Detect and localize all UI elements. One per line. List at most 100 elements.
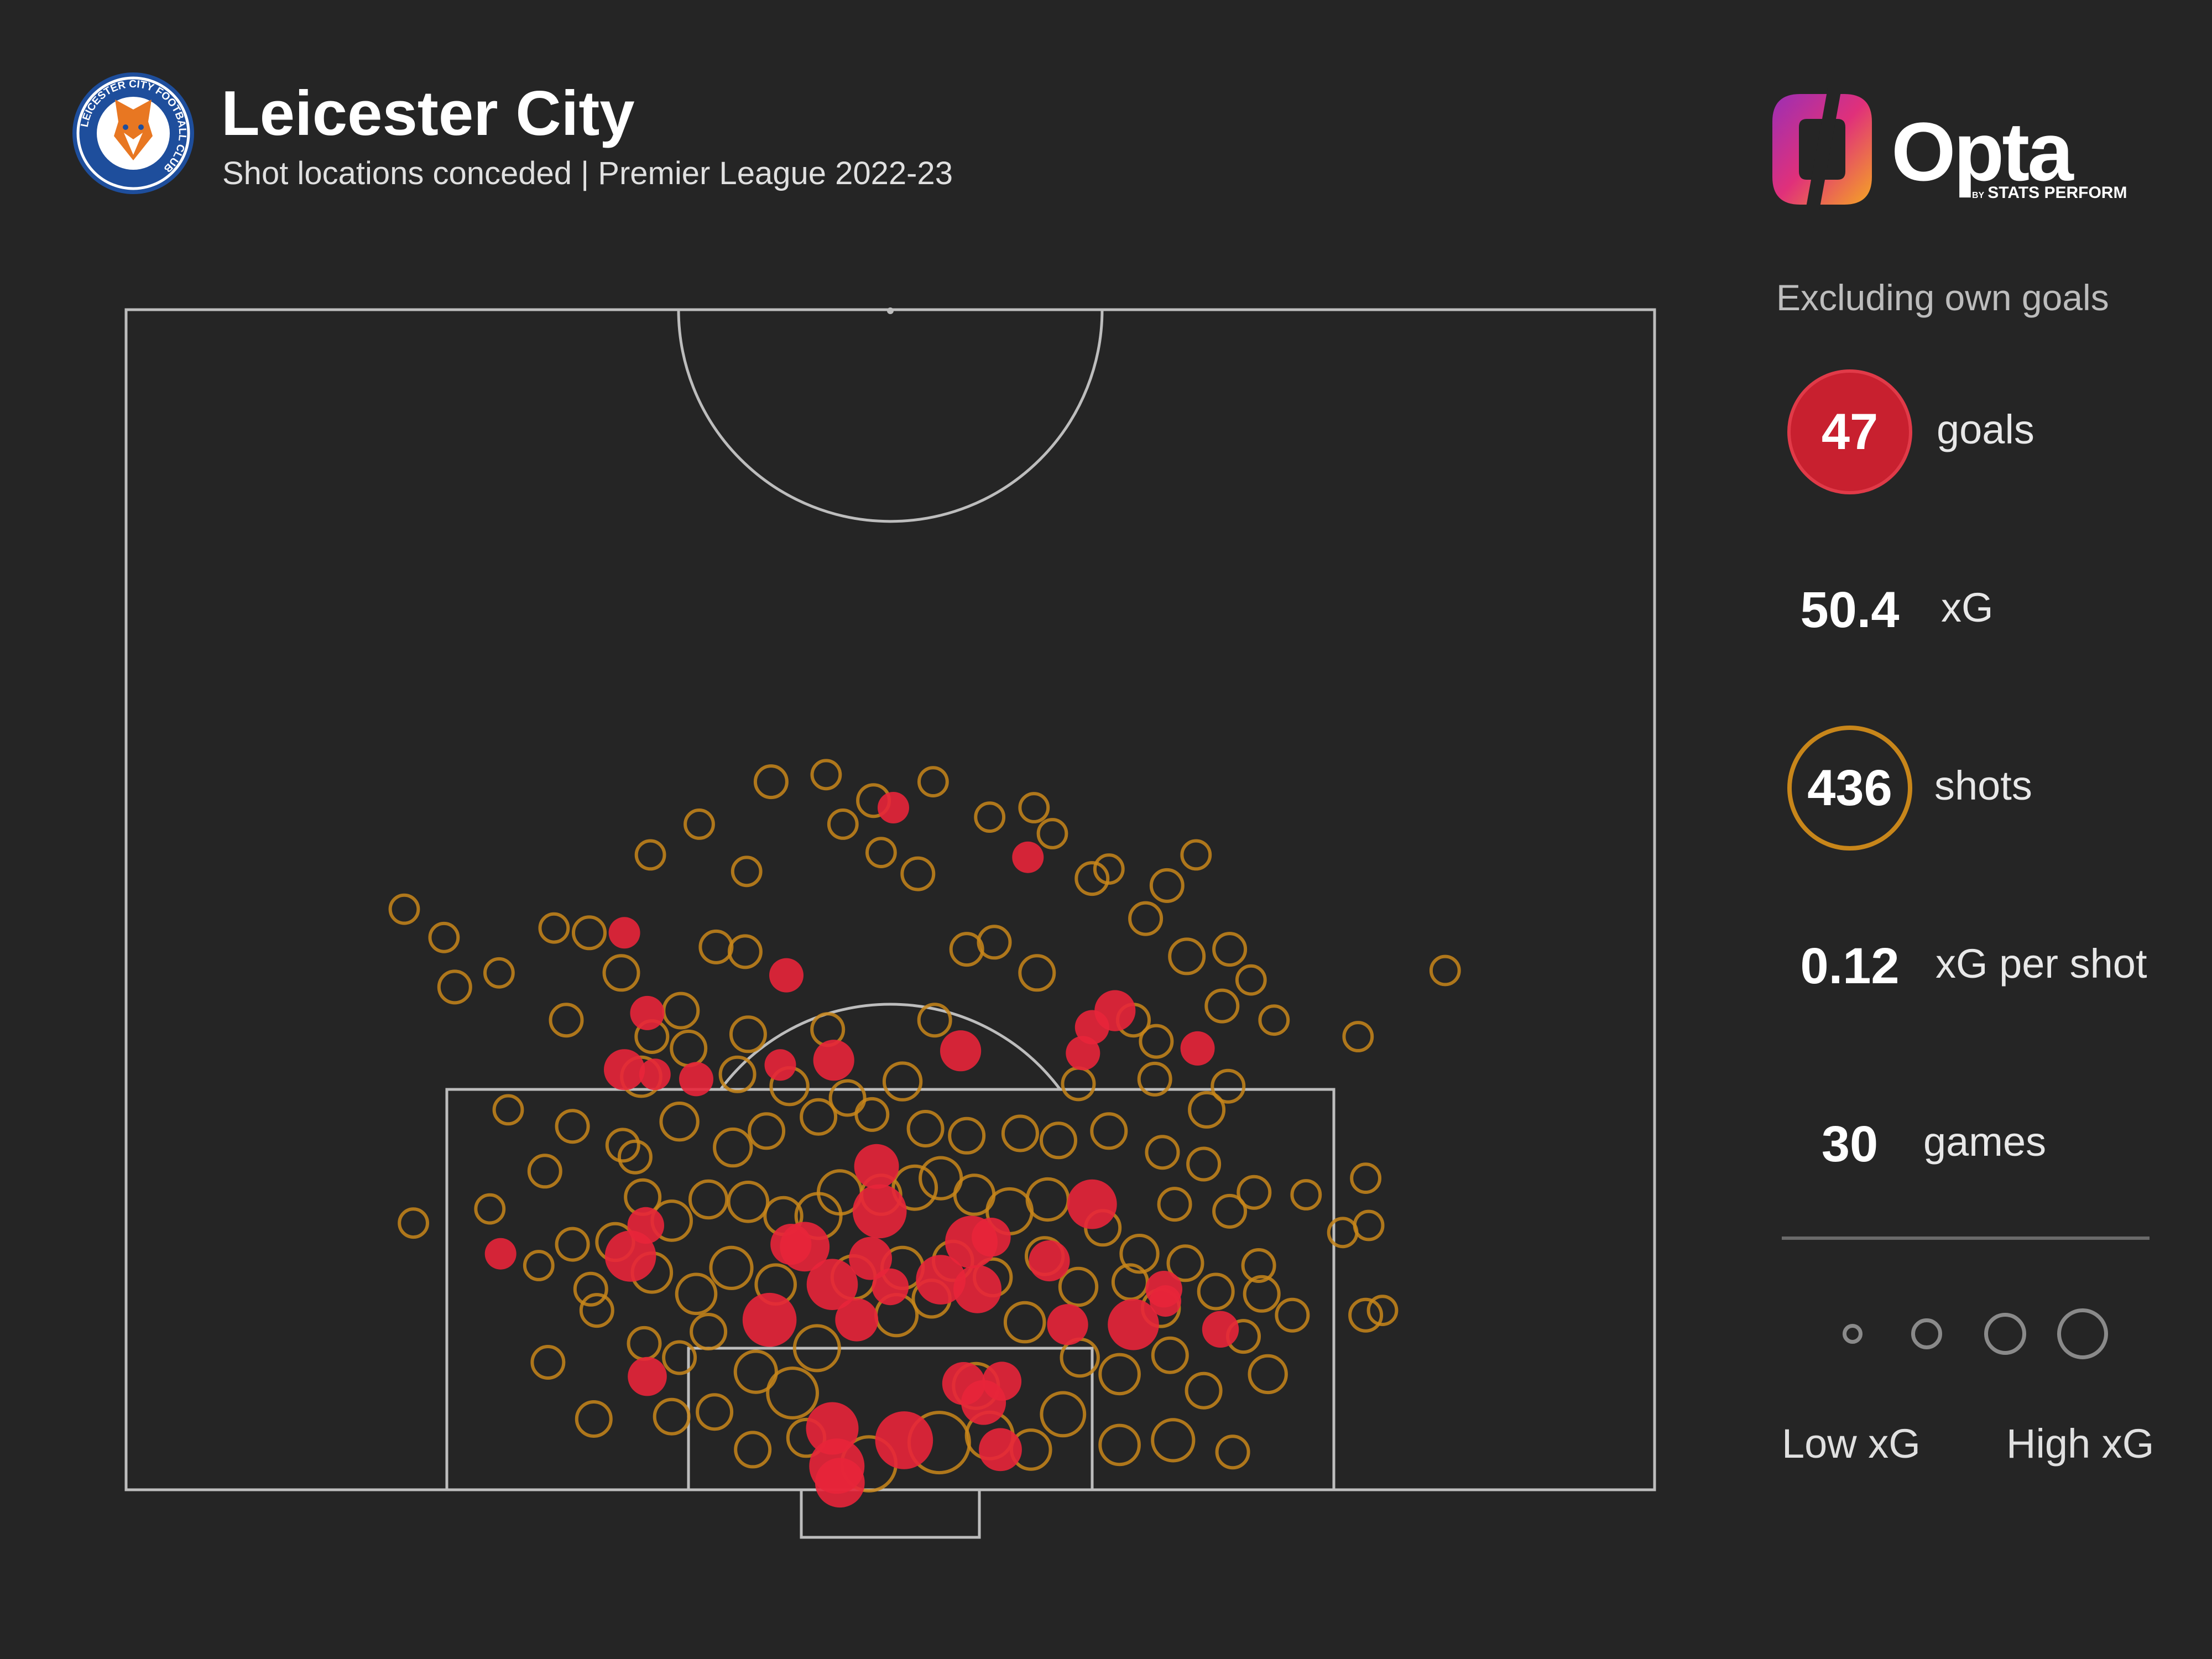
shot-marker-90 <box>1248 1354 1288 1395</box>
goal-marker-195 <box>940 1030 982 1072</box>
shot-marker-125 <box>1237 1175 1272 1210</box>
legend-size-2-icon <box>1911 1318 1942 1349</box>
shot-marker-25 <box>1149 868 1185 903</box>
shot-marker-140 <box>974 801 1006 833</box>
shot-marker-5 <box>549 1003 584 1038</box>
goal-marker-172 <box>806 1259 858 1310</box>
goal-marker-171 <box>849 1237 892 1280</box>
shot-marker-139 <box>428 921 460 953</box>
shot-marker-109 <box>474 1193 506 1225</box>
shot-marker-4 <box>572 915 607 951</box>
goal-marker-175 <box>953 1265 1001 1313</box>
shot-marker-132 <box>1366 1295 1399 1327</box>
shot-marker-89 <box>1241 1248 1276 1283</box>
goal-marker-157 <box>1066 1036 1100 1071</box>
shot-marker-30 <box>1258 1004 1290 1036</box>
shot-marker-66 <box>919 1156 963 1201</box>
shot-marker-112 <box>605 1128 640 1163</box>
shot-marker-92 <box>1185 1371 1223 1410</box>
goal-marker-188 <box>961 1380 1006 1425</box>
shot-marker-13 <box>731 855 763 888</box>
shot-marker-67 <box>891 1164 938 1211</box>
goal-marker-180 <box>1108 1298 1159 1350</box>
shot-marker-6 <box>602 954 640 992</box>
shot-marker-122 <box>1090 1112 1128 1150</box>
goal-marker-154 <box>630 995 665 1030</box>
shot-marker-145 <box>1139 1024 1174 1059</box>
goals-layer <box>484 792 1239 1508</box>
shot-marker-45 <box>579 1293 614 1328</box>
shot-marker-11 <box>727 934 763 969</box>
shot-marker-36 <box>977 925 1012 960</box>
goals-badge: 47 <box>1787 369 1912 494</box>
goal-marker-190 <box>875 1411 933 1469</box>
shot-marker-59 <box>1157 1187 1192 1222</box>
shot-marker-22 <box>1074 861 1110 896</box>
shot-marker-49 <box>766 1366 819 1420</box>
shot-marker-129 <box>1151 1336 1189 1374</box>
xg-per-shot-value: 0.12 <box>1800 937 1900 994</box>
shot-marker-110 <box>492 1094 524 1126</box>
legend-size-3-icon <box>1984 1313 2026 1355</box>
opta-logo-icon <box>1772 88 1872 210</box>
goal-marker-177 <box>742 1292 797 1347</box>
goal-marker-164 <box>1067 1179 1117 1229</box>
goal-marker-179 <box>835 1298 879 1342</box>
goal-marker-194 <box>639 1058 671 1091</box>
goal-marker-173 <box>872 1268 909 1306</box>
shot-marker-138 <box>398 1207 429 1239</box>
shots-layer <box>388 759 1461 1493</box>
shot-marker-0 <box>388 893 420 925</box>
shot-marker-137 <box>1348 1297 1384 1333</box>
goal-marker-185 <box>628 1357 667 1396</box>
stat-xg-per-shot: 0.12 xG per shot <box>1781 904 2168 1031</box>
shot-marker-94 <box>1098 1423 1141 1467</box>
opta-stats-perform-text: STATS PERFORM <box>1987 184 2127 202</box>
goal-marker-196 <box>764 1049 796 1081</box>
shot-marker-17 <box>917 766 949 797</box>
shots-badge: 436 <box>1787 726 1912 851</box>
goal-marker-168 <box>484 1238 517 1270</box>
goal-marker-169 <box>604 1230 656 1282</box>
shot-marker-72 <box>727 1181 770 1223</box>
stat-xg: 50.4 xG <box>1781 547 2168 675</box>
goal-marker-174 <box>916 1255 966 1305</box>
shot-marker-113 <box>659 1102 700 1142</box>
shot-marker-39 <box>828 1079 867 1117</box>
shot-marker-32 <box>1188 1091 1226 1129</box>
shot-marker-35 <box>1018 954 1056 992</box>
opta-tagline: BY STATS PERFORM <box>1972 184 2127 202</box>
shot-marker-37 <box>917 1003 952 1038</box>
club-crest-logo: LEICESTER CITY FOOTBALL CLUB <box>72 72 194 194</box>
shot-marker-114 <box>713 1127 753 1168</box>
shot-marker-108 <box>523 1250 555 1281</box>
page-subtitle: Shot locations conceded | Premier League… <box>222 155 953 191</box>
shot-marker-143 <box>1018 792 1050 823</box>
exclusion-note: Excluding own goals <box>1776 277 2109 318</box>
games-label: games <box>1923 1119 2047 1165</box>
shot-marker-23 <box>1093 853 1125 885</box>
stat-shots: 436 shots <box>1781 726 2168 853</box>
shot-marker-136 <box>1353 1209 1385 1241</box>
goal-marker-156 <box>1074 1010 1109 1045</box>
shot-marker-88 <box>1212 1193 1248 1229</box>
goal-marker-161 <box>813 1040 854 1081</box>
goal-marker-151 <box>1012 841 1044 873</box>
legend-size-4-icon <box>2057 1308 2108 1359</box>
games-value: 30 <box>1821 1115 1879 1172</box>
shot-marker-85 <box>1058 1266 1099 1307</box>
goal-marker-150 <box>878 792 909 823</box>
shot-marker-73 <box>688 1179 729 1220</box>
shot-marker-27 <box>1204 988 1240 1024</box>
opta-by-text: BY <box>1972 191 1985 200</box>
shot-marker-29 <box>1212 932 1248 967</box>
shot-marker-95 <box>1040 1391 1087 1438</box>
page-title: Leicester City <box>221 79 635 149</box>
goal-marker-184 <box>1029 1240 1070 1282</box>
goal-marker-162 <box>854 1144 899 1189</box>
shot-marker-10 <box>698 929 734 964</box>
shot-marker-24 <box>1128 901 1164 936</box>
shot-marker-117 <box>854 1097 890 1132</box>
stats-divider <box>1782 1237 2150 1240</box>
shot-marker-127 <box>1275 1297 1310 1333</box>
